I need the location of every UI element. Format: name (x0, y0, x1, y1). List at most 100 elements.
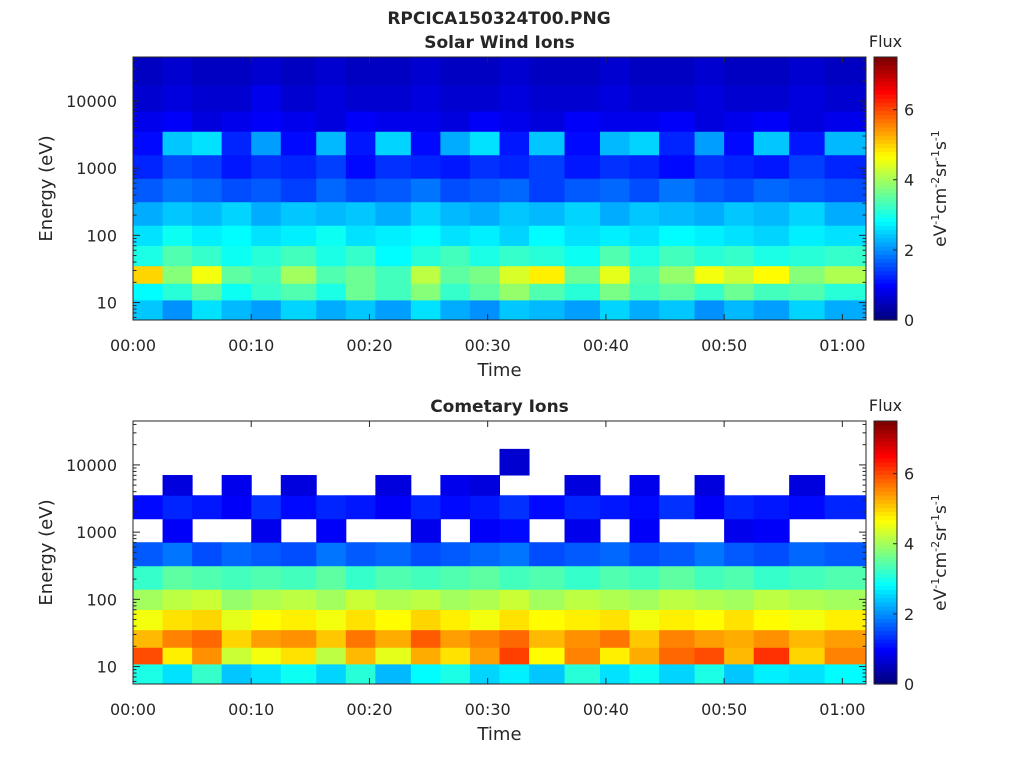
heatmap-cell (280, 111, 317, 132)
y-tick-label: 10 (97, 294, 117, 313)
x-tick-label: 01:00 (819, 336, 865, 355)
heatmap-cell (824, 565, 866, 590)
heatmap-cell (133, 283, 164, 301)
colorbar-swatch (874, 147, 897, 153)
colorbar-swatch (874, 523, 897, 529)
heatmap-cell (564, 178, 601, 203)
heatmap-cell (375, 609, 412, 631)
heatmap-cell (529, 84, 566, 112)
heatmap-cell (824, 629, 866, 648)
panel-title: Solar Wind Ions (424, 33, 575, 53)
heatmap-cell (469, 131, 500, 156)
heatmap-cell (410, 84, 441, 112)
heatmap-cell (133, 495, 164, 520)
heatmap-cell (221, 609, 252, 631)
heatmap-cell (251, 178, 282, 203)
heatmap-cell (410, 589, 441, 610)
heatmap-cell (564, 283, 601, 301)
colorbar-swatch (874, 441, 897, 447)
heatmap-cell (162, 629, 193, 648)
heatmap-cell (694, 475, 725, 496)
heatmap-cell (162, 609, 193, 631)
heatmap-cell (162, 154, 193, 179)
heatmap-cell (599, 495, 631, 520)
heatmap-cell (629, 131, 660, 156)
heatmap-cell (564, 475, 601, 496)
colorbar-swatch (874, 585, 897, 591)
heatmap-cell (345, 225, 376, 246)
heatmap-cell (280, 178, 317, 203)
heatmap-cell (724, 178, 755, 203)
x-axis-label: Time (476, 360, 521, 381)
heatmap-cell (162, 565, 193, 590)
heatmap-cell (824, 57, 866, 86)
heatmap-cell (162, 57, 193, 86)
heatmap-cell (659, 283, 696, 301)
colorbar-swatch (874, 445, 897, 451)
colorbar-swatch (874, 262, 897, 268)
heatmap-cell (440, 131, 471, 156)
colorbar-swatch (874, 425, 897, 430)
heatmap-cell (345, 609, 376, 631)
heatmap-cell (280, 154, 317, 179)
solar-wind-ions-panel: Solar Wind Ions 00:00 00:10 00:20 00:30 00:40… (36, 32, 951, 381)
colorbar-swatch (874, 167, 897, 173)
heatmap-cell (192, 131, 223, 156)
heatmap-cell (410, 154, 441, 179)
heatmap-cell (251, 495, 282, 520)
colorbar-swatch (874, 303, 897, 309)
panel-title: Cometary Ions (430, 397, 569, 417)
heatmap-cell (316, 542, 347, 567)
heatmap-cell (724, 647, 755, 665)
heatmap-cell (694, 565, 725, 590)
heatmap-cell (629, 84, 660, 112)
colorbar-swatch (874, 494, 897, 500)
heatmap-cell (564, 495, 601, 520)
colorbar-tick-label: 4 (904, 171, 914, 190)
heatmap-cell (469, 609, 500, 631)
heatmap-cell (629, 283, 660, 301)
heatmap-cell (375, 663, 412, 684)
heatmap-cell (694, 265, 725, 284)
heatmap-cell (659, 57, 696, 86)
heatmap-cell (753, 265, 790, 284)
heatmap-cell (753, 565, 790, 590)
x-tick-label: 00:10 (228, 700, 274, 719)
colorbar-swatch (874, 163, 897, 169)
x-tick-label: 00:10 (228, 336, 274, 355)
heatmap-cell (162, 495, 193, 520)
heatmap-cell (564, 299, 601, 320)
heatmap-cell (410, 565, 441, 590)
colorbar-swatch (874, 98, 897, 103)
heatmap-cell (824, 542, 866, 567)
heatmap-cell (564, 245, 601, 267)
heatmap-cell (440, 201, 471, 226)
heatmap-cell (599, 265, 631, 284)
heatmap-cell (824, 178, 866, 203)
colorbar-swatch (874, 614, 897, 619)
colorbar-swatch (874, 453, 897, 459)
colorbar-swatch (874, 307, 897, 313)
heatmap-cell (499, 225, 530, 246)
heatmap-cell (753, 629, 790, 648)
colorbar-swatch (874, 577, 897, 582)
heatmap-cell (469, 518, 500, 543)
colorbar-swatch (874, 482, 897, 488)
heatmap-cell (824, 299, 866, 320)
heatmap-cell (440, 225, 471, 246)
colorbar-swatch (874, 151, 897, 157)
heatmap-cell (724, 518, 755, 543)
heatmap-cell (469, 225, 500, 246)
colorbar-swatch (874, 180, 897, 185)
heatmap-cell (375, 475, 412, 496)
heatmap-cell (499, 542, 530, 567)
colorbar: 0 2 4 6 Flux eV-1cm-2sr-1s-1 (869, 396, 951, 694)
colorbar-swatch (874, 221, 897, 227)
heatmap-cell (375, 495, 412, 520)
heatmap-cell (789, 283, 826, 301)
colorbar-swatch (874, 233, 897, 239)
heatmap-cell (599, 201, 631, 226)
heatmap-cell (133, 589, 164, 610)
heatmap-cell (410, 299, 441, 320)
